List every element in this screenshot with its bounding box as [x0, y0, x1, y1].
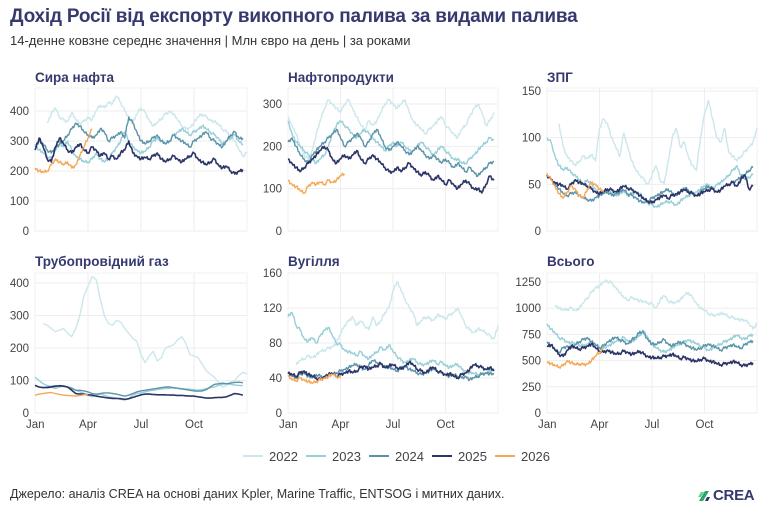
panel-4-x-tick-label: Jul — [134, 419, 149, 431]
panel-4-series-2026 — [34, 391, 89, 397]
panel-5-x-tick-label: Oct — [437, 419, 456, 431]
panel-1-y-tick-label: 200 — [10, 166, 29, 178]
panel-1-series-2025 — [34, 137, 244, 175]
panel-1-series-2023 — [34, 124, 244, 164]
panel-3-series-2025 — [546, 174, 754, 204]
legend-label-2025: 2025 — [458, 449, 487, 464]
legend-label-2026: 2026 — [521, 449, 550, 464]
panel-3-series-2026 — [546, 172, 605, 200]
panel-4-y-tick-label: 300 — [10, 311, 29, 323]
panel-5-y-tick-label: 0 — [276, 408, 282, 420]
panel-6-y-tick-label: 250 — [522, 382, 541, 394]
panel-2-series-2022 — [287, 98, 495, 160]
panel-2-y-tick-label: 100 — [263, 184, 282, 196]
panel-1-series-2026 — [34, 128, 93, 174]
panel-6-y-tick-label: 0 — [535, 408, 541, 420]
panel-6-y-tick-label: 1000 — [515, 303, 541, 315]
chart-subtitle: 14-денне ковзне середнє значення | Млн є… — [10, 33, 411, 48]
panel-3-series-2022 — [558, 99, 758, 186]
panel-4-x-tick-label: Jan — [26, 419, 45, 431]
panel-3-y-tick-label: 100 — [522, 133, 541, 145]
crea-logo-text: CREA — [713, 487, 755, 504]
panel-5-series-2022 — [295, 281, 499, 366]
panel-4-y-tick-label: 100 — [10, 376, 29, 388]
panel-2-series-2026 — [287, 172, 346, 194]
panel-6-series-2025 — [546, 342, 754, 368]
legend-label-2023: 2023 — [332, 449, 361, 464]
panel-5-y-tick-label: 120 — [263, 303, 282, 315]
panel-4-y-tick-label: 200 — [10, 343, 29, 355]
panel-4-x-tick-label: Apr — [79, 419, 97, 431]
legend-label-2024: 2024 — [395, 449, 424, 464]
panel-1-y-tick-label: 300 — [10, 136, 29, 148]
panel-3-title: ЗПГ — [547, 70, 573, 85]
panel-6-x-tick-label: Jul — [645, 419, 660, 431]
panel-3-series-2023 — [546, 137, 754, 209]
panel-6-series-2026 — [546, 347, 604, 369]
panel-1-series-2024 — [34, 116, 244, 154]
panel-1-y-tick-label: 0 — [23, 226, 29, 238]
panel-1-series-2022 — [46, 95, 248, 158]
panel-4-series-2024 — [34, 381, 244, 397]
panel-1-y-tick-label: 400 — [10, 106, 29, 118]
panel-5-x-tick-label: Jan — [279, 419, 298, 431]
panel-4-y-tick-label: 400 — [10, 278, 29, 290]
panel-3-y-tick-label: 150 — [522, 86, 541, 98]
panel-2-y-tick-label: 200 — [263, 141, 282, 153]
panel-2-title: Нафтопродукти — [288, 70, 394, 85]
panel-3-y-tick-label: 50 — [528, 179, 541, 191]
panel-4-series-2025 — [34, 384, 244, 401]
panel-5-series-2023 — [287, 311, 495, 377]
panel-6-x-tick-label: Jan — [538, 419, 557, 431]
panel-5-series-2026 — [287, 373, 342, 384]
panel-2-y-tick-label: 0 — [276, 226, 282, 238]
panel-4-series-2022 — [42, 275, 248, 388]
panel-3-y-tick-label: 0 — [535, 226, 541, 238]
legend-label-2022: 2022 — [269, 449, 298, 464]
panel-5-title: Вугілля — [288, 254, 340, 269]
panel-6-series-2022 — [554, 279, 758, 330]
panel-4-x-tick-label: Oct — [185, 419, 204, 431]
panel-1-y-tick-label: 100 — [10, 196, 29, 208]
panel-5-y-tick-label: 160 — [263, 268, 282, 280]
panel-5-x-tick-label: Apr — [332, 419, 350, 431]
panel-5-y-tick-label: 80 — [269, 338, 282, 350]
panel-5-x-tick-label: Jul — [386, 419, 401, 431]
source-note: Джерело: аналіз CREA на основі даних Kpl… — [10, 487, 505, 501]
crea-leaf-icon — [698, 490, 710, 501]
panel-6-y-tick-label: 500 — [522, 356, 541, 368]
panel-6-series-2024 — [546, 330, 754, 354]
panel-6-y-tick-label: 1250 — [515, 277, 541, 289]
panel-5-y-tick-label: 40 — [269, 373, 282, 385]
chart-title: Дохід Росії від експорту викопного палив… — [10, 6, 578, 27]
panel-4-title: Трубопровідний газ — [35, 254, 169, 269]
panel-6-title: Всього — [547, 254, 595, 269]
panel-2-series-2023 — [287, 120, 495, 165]
panel-4-y-tick-label: 0 — [23, 408, 29, 420]
panel-2-y-tick-label: 300 — [263, 99, 282, 111]
panel-2-series-2025 — [287, 145, 495, 194]
crea-logo: CREA — [697, 487, 755, 504]
panel-6-x-tick-label: Apr — [591, 419, 609, 431]
panel-1-title: Сира нафта — [35, 70, 114, 85]
panel-6-x-tick-label: Oct — [696, 419, 715, 431]
panel-6-y-tick-label: 750 — [522, 329, 541, 341]
panel-2-series-2024 — [287, 128, 495, 178]
